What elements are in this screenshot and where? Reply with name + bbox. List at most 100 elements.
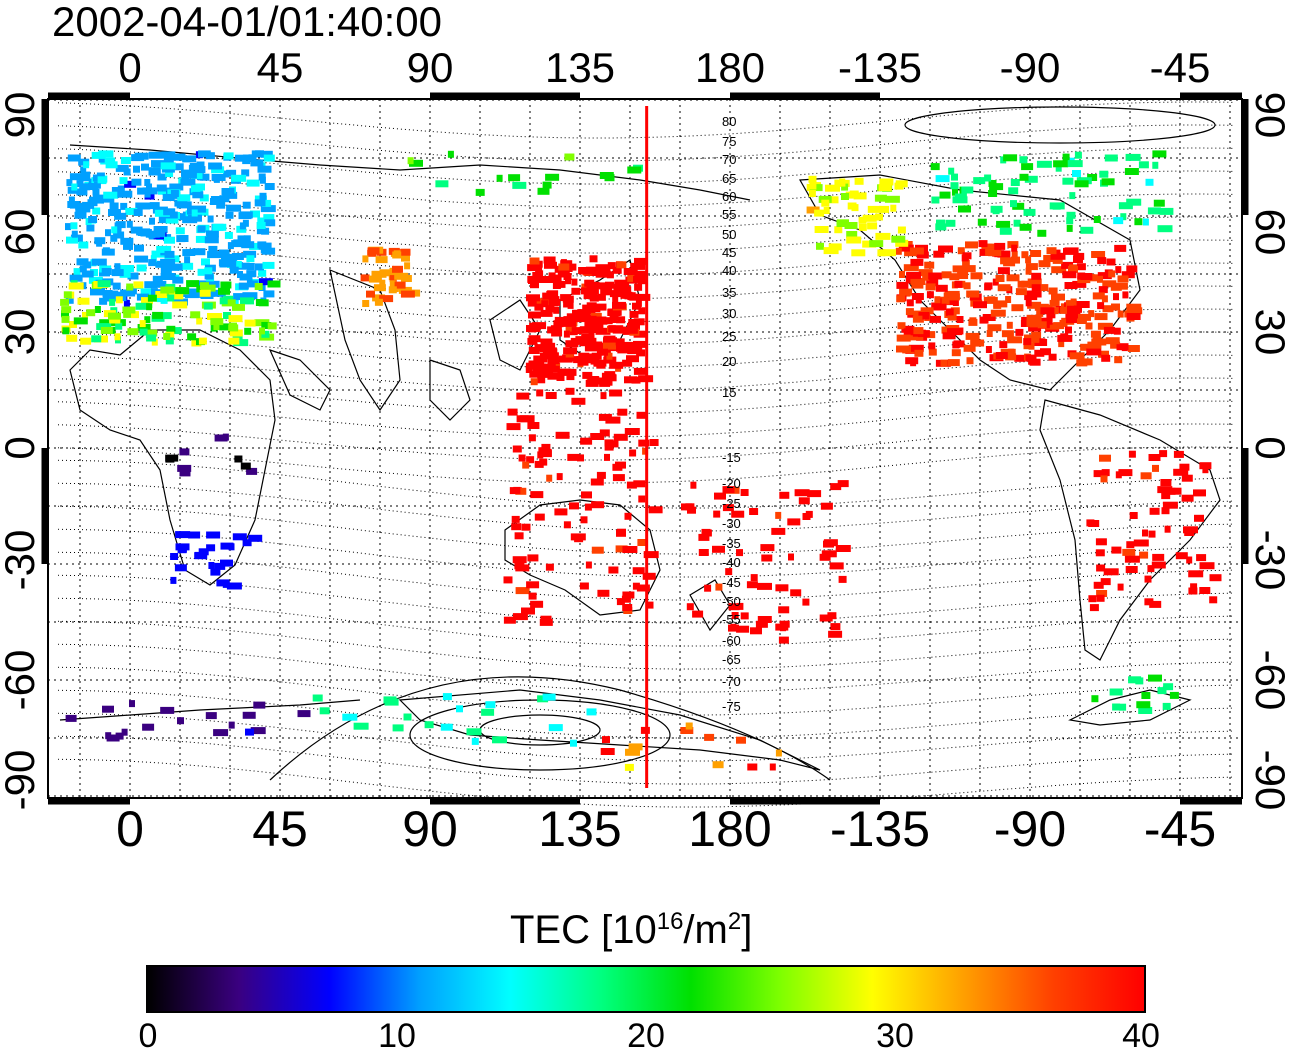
tec-pixel — [182, 249, 189, 257]
tec-pixel — [635, 299, 642, 307]
tec-pixel — [342, 713, 358, 721]
tec-pixel — [512, 445, 522, 453]
tec-pixel — [1099, 170, 1109, 178]
tec-pixel — [1169, 691, 1179, 699]
tec-pixel — [83, 161, 90, 169]
tec-pixel — [388, 286, 397, 294]
tec-pixel — [933, 303, 947, 311]
tec-pixel — [1098, 286, 1108, 294]
tec-pixel — [750, 574, 758, 582]
tec-pixel — [148, 259, 157, 267]
tec-pixel — [78, 241, 89, 249]
tec-pixel — [134, 244, 144, 252]
tec-pixel — [869, 240, 884, 248]
tec-pixel — [224, 253, 238, 261]
tec-pixel — [737, 602, 744, 610]
tec-pixel — [1050, 252, 1066, 260]
tec-pixel — [1113, 217, 1124, 225]
tec-pixel — [1152, 464, 1159, 472]
tec-pixel — [612, 301, 626, 309]
tec-pixel — [101, 268, 112, 275]
tec-pixel — [687, 506, 696, 514]
tec-pixel — [263, 154, 275, 162]
tec-pixel — [563, 347, 578, 355]
tec-pixel — [548, 724, 563, 732]
tec-pixel — [935, 284, 948, 292]
tec-pixel — [312, 694, 323, 702]
tec-pixel — [146, 303, 153, 311]
tec-pixel — [950, 182, 959, 190]
tec-pixel — [160, 258, 176, 266]
tec-pixel — [1087, 174, 1098, 181]
tec-pixel — [512, 556, 527, 564]
tec-pixel — [240, 462, 251, 470]
tec-pixel — [622, 326, 638, 334]
tec-pixel — [910, 258, 924, 266]
tec-pixel — [246, 467, 258, 475]
tec-pixel — [255, 263, 264, 271]
tec-pixel — [714, 492, 726, 500]
tec-pixel — [1186, 556, 1193, 564]
tec-pixel — [105, 732, 112, 740]
tec-pixel — [554, 508, 568, 516]
contour-line — [57, 643, 1235, 693]
tec-pixel — [177, 194, 191, 202]
tec-pixel — [600, 748, 615, 755]
tec-pixel — [698, 533, 710, 541]
tec-pixel — [835, 545, 851, 552]
tec-pixel — [1026, 314, 1042, 322]
tec-pixel — [1021, 280, 1029, 288]
tec-pixel — [605, 281, 614, 289]
tec-pixel — [740, 489, 749, 496]
tec-pixel — [620, 282, 626, 290]
tec-pixel — [120, 157, 131, 164]
tec-pixel — [255, 299, 263, 306]
tec-pixel — [775, 511, 782, 519]
tec-pixel — [579, 339, 588, 347]
tec-pixel — [821, 550, 837, 558]
tec-pixel — [596, 361, 606, 369]
tec-pixel — [228, 721, 235, 729]
tec-pixel — [622, 604, 633, 611]
tec-pixel — [1062, 177, 1074, 185]
tec-pixel — [257, 165, 272, 173]
tec-pixel — [1121, 271, 1135, 279]
tec-pixel — [788, 553, 794, 561]
tec-pixel — [563, 521, 571, 529]
tec-pixel — [526, 456, 535, 464]
tec-pixel — [816, 242, 824, 250]
tec-pixel — [61, 310, 69, 318]
tec-pixel — [246, 263, 255, 270]
tec-pixel — [712, 761, 724, 769]
tec-pixel — [226, 582, 242, 590]
tec-pixel — [180, 178, 196, 186]
tec-pixel — [884, 195, 900, 203]
tec-pixel — [997, 284, 1011, 292]
tec-pixel — [1103, 326, 1115, 334]
timestamp-title: 2002-04-01/01:40:00 — [52, 0, 442, 45]
tec-pixel — [963, 344, 976, 352]
tec-pixel — [243, 250, 257, 258]
tec-pixel — [926, 291, 934, 299]
tec-pixel — [1157, 486, 1173, 494]
tec-pixel — [971, 339, 985, 347]
tec-pixel — [648, 506, 663, 514]
tec-pixel — [602, 736, 610, 744]
tec-pixel — [154, 209, 170, 217]
tec-pixel — [263, 214, 275, 222]
tec-pixel — [823, 247, 839, 255]
tec-pixel — [558, 263, 570, 271]
tec-pixel — [440, 723, 453, 731]
tec-pixel — [121, 728, 128, 736]
tec-pixel — [1005, 296, 1012, 303]
tec-pixel — [757, 616, 772, 623]
tec-pixel — [740, 612, 749, 620]
tec-pixel — [231, 253, 244, 260]
tec-pixel — [207, 251, 222, 259]
y-tick-left: 30 — [0, 308, 43, 356]
tec-pixel — [511, 515, 520, 523]
tec-pixel — [899, 288, 913, 296]
tec-pixel — [1140, 472, 1152, 480]
contour-line — [57, 354, 1235, 392]
